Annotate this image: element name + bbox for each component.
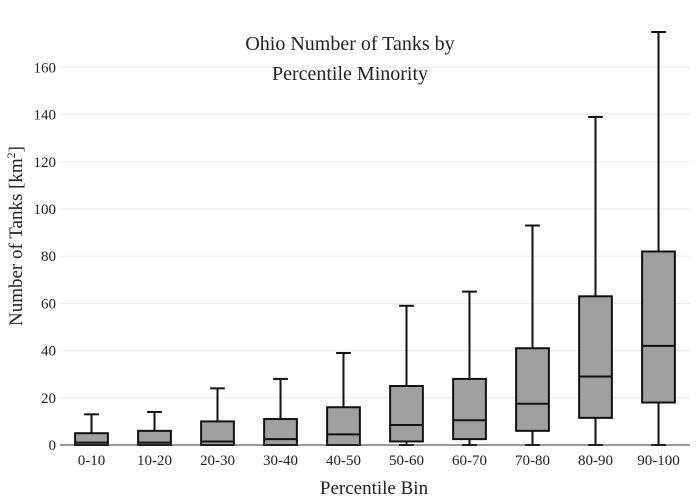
y-axis-title-end: ] (6, 146, 27, 152)
x-tick-label: 40-50 (326, 453, 361, 469)
x-tick-label: 60-70 (452, 453, 487, 469)
iqr-box (326, 406, 361, 446)
box-70-80 (515, 224, 550, 446)
x-axis-title: Percentile Bin (320, 478, 429, 499)
iqr-box (389, 385, 424, 443)
y-tick-label: 60 (41, 296, 56, 312)
y-axis-title-sup: 2 (4, 152, 18, 158)
axes: 0 20 40 60 80 100 120 140 160 0-10 10-20 20-30 30-40… (34, 60, 690, 469)
boxes (74, 31, 676, 447)
x-tick-label: 10-20 (137, 453, 172, 469)
y-tick-label: 0 (49, 438, 57, 454)
box-90-100 (641, 31, 676, 446)
x-tick-label: 50-60 (389, 453, 424, 469)
y-tick-label: 40 (41, 344, 56, 360)
y-tick-label: 160 (34, 60, 57, 76)
x-tick-label: 0-10 (78, 453, 106, 469)
x-tick-label: 90-100 (637, 453, 680, 469)
box-30-40 (263, 377, 298, 447)
x-tick-label: 80-90 (578, 453, 613, 469)
chart-title-line-2: Percentile Minority (272, 63, 428, 85)
iqr-box (452, 377, 487, 441)
iqr-box (263, 418, 298, 447)
box-20-30 (200, 387, 235, 446)
iqr-box (578, 295, 613, 419)
grid-lines (60, 66, 690, 399)
x-tick-label: 20-30 (200, 453, 235, 469)
y-tick-label: 20 (41, 391, 56, 407)
y-tick-label: 140 (34, 108, 57, 124)
y-axis-title: Number of Tanks [km2] (4, 146, 27, 326)
chart-title-line-1: Ohio Number of Tanks by (245, 33, 454, 55)
y-axis-title-main: Number of Tanks [km (6, 158, 27, 326)
box-80-90 (578, 115, 613, 446)
x-tick-label: 30-40 (263, 453, 298, 469)
iqr-box (641, 250, 676, 404)
box-60-70 (452, 290, 487, 446)
x-tick-label: 70-80 (515, 453, 550, 469)
box-0-10 (74, 413, 109, 447)
box-40-50 (326, 351, 361, 446)
y-tick-label: 80 (41, 249, 56, 265)
y-tick-label: 100 (34, 202, 57, 218)
y-tick-label: 120 (34, 155, 57, 171)
iqr-box (515, 347, 550, 432)
box-50-60 (389, 304, 424, 446)
box-10-20 (137, 410, 172, 446)
